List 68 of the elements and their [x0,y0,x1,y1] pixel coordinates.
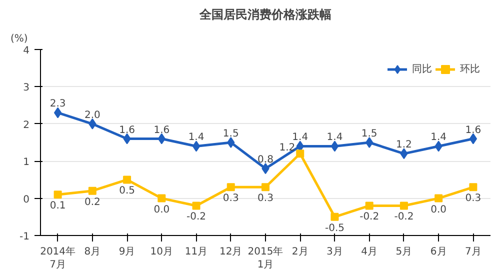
data-label: 0.3 [465,193,482,204]
data-label: 1.6 [154,124,170,136]
data-label: 2.3 [50,98,66,110]
y-tick-label: 4 [23,46,30,56]
data-label: 0.3 [258,193,274,204]
x-tick-label: 2015年 1月 [248,246,284,271]
y-tick-label: 2 [23,120,30,131]
data-label: 0.8 [258,154,274,166]
point [88,186,96,195]
data-label: 1.6 [119,124,135,136]
point [366,137,374,148]
point [262,183,270,192]
y-axis-title: (%) [10,34,28,44]
data-label: -0.2 [394,212,414,223]
data-label: 1.4 [188,132,204,144]
point [296,150,304,158]
data-label: 1.2 [396,140,412,151]
y-tick-label: 0 [23,194,30,206]
data-label: 0.0 [430,204,447,216]
data-label: 0.0 [154,204,170,216]
x-tick-label: 2月 [292,246,308,258]
data-label: 2.0 [84,110,100,121]
y-tick-label: 3 [23,82,30,94]
x-tick-label: 3月 [326,246,343,258]
x-tick-label: 8月 [84,246,101,258]
point [400,202,408,210]
point [54,190,62,199]
data-label: 1.4 [292,132,308,144]
data-label: 0.1 [50,200,66,212]
point [158,194,166,202]
x-tick-label: 2014年 7月 [40,246,76,271]
x-tick-label: 12月 [220,246,242,258]
x-tick-label: 10月 [150,246,174,258]
legend-label: 环比 [460,62,480,76]
data-label: 1.6 [465,124,482,136]
x-tick-label: 7月 [465,246,482,258]
point [469,133,478,144]
data-label: 0.2 [84,196,100,208]
data-label: 0.5 [119,186,135,197]
point [192,202,200,210]
point [192,140,200,152]
x-tick-label: 5月 [396,246,412,258]
legend-label: 同比 [412,62,432,76]
point [330,212,339,221]
point [330,140,339,152]
chart-title: 全国居民消费价格涨跌幅 [198,8,332,22]
x-tick-label: 4月 [361,246,378,258]
point [54,107,62,118]
point [123,176,132,184]
data-label: -0.5 [324,222,344,234]
data-label: 1.5 [222,128,239,140]
data-label: 1.4 [326,132,343,144]
x-tick-label: 9月 [118,246,136,258]
point [227,137,235,148]
point [469,183,478,192]
x-tick-label: 6月 [430,246,447,258]
data-label: 0.3 [222,193,239,204]
point [226,183,235,192]
data-label: -0.2 [360,212,380,223]
data-label: -0.2 [186,212,206,223]
data-label: 1.5 [361,128,378,140]
y-tick-label: -1 [20,232,30,242]
x-tick-label: 11月 [184,246,208,258]
data-label: 1.2 [279,142,296,154]
data-label: 1.4 [430,132,447,144]
point [434,194,443,202]
y-tick-label: 1 [23,157,30,168]
point [365,202,374,210]
